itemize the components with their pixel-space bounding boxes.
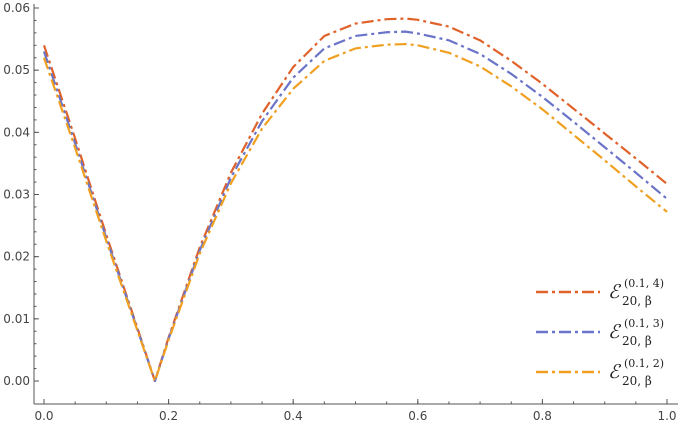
legend-entry-2: ℰ (0.1, 3) 20, β xyxy=(536,317,664,348)
series-line-1 xyxy=(42,17,668,383)
legend-label-base: ℰ xyxy=(608,281,622,303)
legend-label-superscript: (0.1, 2) xyxy=(624,357,664,370)
y-tick-label: 0.04 xyxy=(3,125,30,139)
legend-label-base: ℰ xyxy=(608,321,622,343)
legend-label-subscript: 20, β xyxy=(622,374,652,388)
legend-label-subscript: 20, β xyxy=(622,334,652,348)
legend-label-base: ℰ xyxy=(608,361,622,383)
series-line-3 xyxy=(42,42,668,383)
legend-label-superscript: (0.1, 3) xyxy=(624,317,664,330)
x-tick-label: 0.4 xyxy=(284,409,303,423)
legend-label-superscript: (0.1, 4) xyxy=(624,277,664,290)
y-tick-label: 0.06 xyxy=(3,1,30,15)
y-tick-label: 0.01 xyxy=(3,312,30,326)
x-tick-label: 0.8 xyxy=(533,409,552,423)
x-tick-label: 0.2 xyxy=(159,409,178,423)
legend-entry-3: ℰ (0.1, 2) 20, β xyxy=(536,357,664,388)
y-tick-label: 0.05 xyxy=(3,63,30,77)
y-tick-label: 0.03 xyxy=(3,188,30,202)
axes: 0.0 0.2 0.4 0.6 0.8 1.0 0.00 0.01 0.02 0.03 0.04 0.… xyxy=(3,1,678,423)
y-tick-label: 0.02 xyxy=(3,250,30,264)
legend-label-subscript: 20, β xyxy=(622,294,652,308)
x-tick-label: 0.0 xyxy=(34,409,53,423)
y-tick-label: 0.00 xyxy=(3,374,30,388)
x-tick-label: 1.0 xyxy=(657,409,676,423)
x-tick-label: 0.6 xyxy=(408,409,427,423)
legend: ℰ (0.1, 4)20, βℰ (0.1, 3)20, βℰ (0.1, 2)20,… xyxy=(536,277,664,388)
plot-area xyxy=(42,17,668,383)
legend-entry-1: ℰ (0.1, 4) 20, β xyxy=(536,277,664,308)
